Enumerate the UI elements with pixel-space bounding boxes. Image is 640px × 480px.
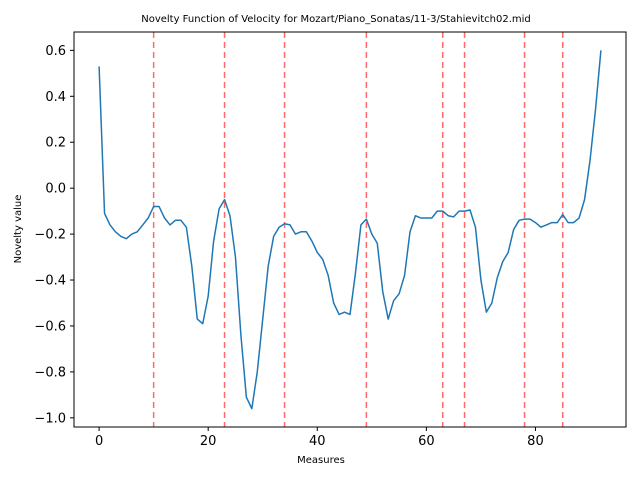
- x-tick-label: 0: [95, 434, 103, 449]
- series-group: [98, 50, 602, 410]
- x-tick-label: 80: [527, 434, 544, 449]
- series-line-0: [98, 50, 602, 410]
- y-tick-label: −0.8: [34, 365, 66, 380]
- x-tick-label: 40: [309, 434, 326, 449]
- y-tick-label: 0.4: [45, 90, 66, 105]
- y-tick-label: 0.6: [45, 44, 66, 59]
- y-tick-label: 0.2: [45, 136, 66, 151]
- x-tick-label: 60: [418, 434, 435, 449]
- chart-title: Novelty Function of Velocity for Mozart/…: [141, 14, 531, 25]
- y-axis-label: Novelty value: [13, 195, 24, 264]
- y-axis-ticks: −1.0 −0.8 −0.6 −0.4 −0.2 0.0 0.2 0.4 0.6: [34, 44, 74, 426]
- y-tick-label: −0.4: [34, 274, 66, 289]
- x-tick-label: 20: [200, 434, 217, 449]
- boundary-lines: [152, 32, 564, 427]
- y-tick-label: −1.0: [34, 411, 66, 426]
- x-axis-ticks: 0 20 40 60 80: [95, 427, 544, 449]
- y-tick-label: −0.6: [34, 319, 66, 334]
- x-axis-label: Measures: [297, 455, 345, 466]
- y-tick-label: 0.0: [45, 182, 66, 197]
- y-tick-label: −0.2: [34, 228, 66, 243]
- plot-frame: [73, 31, 627, 428]
